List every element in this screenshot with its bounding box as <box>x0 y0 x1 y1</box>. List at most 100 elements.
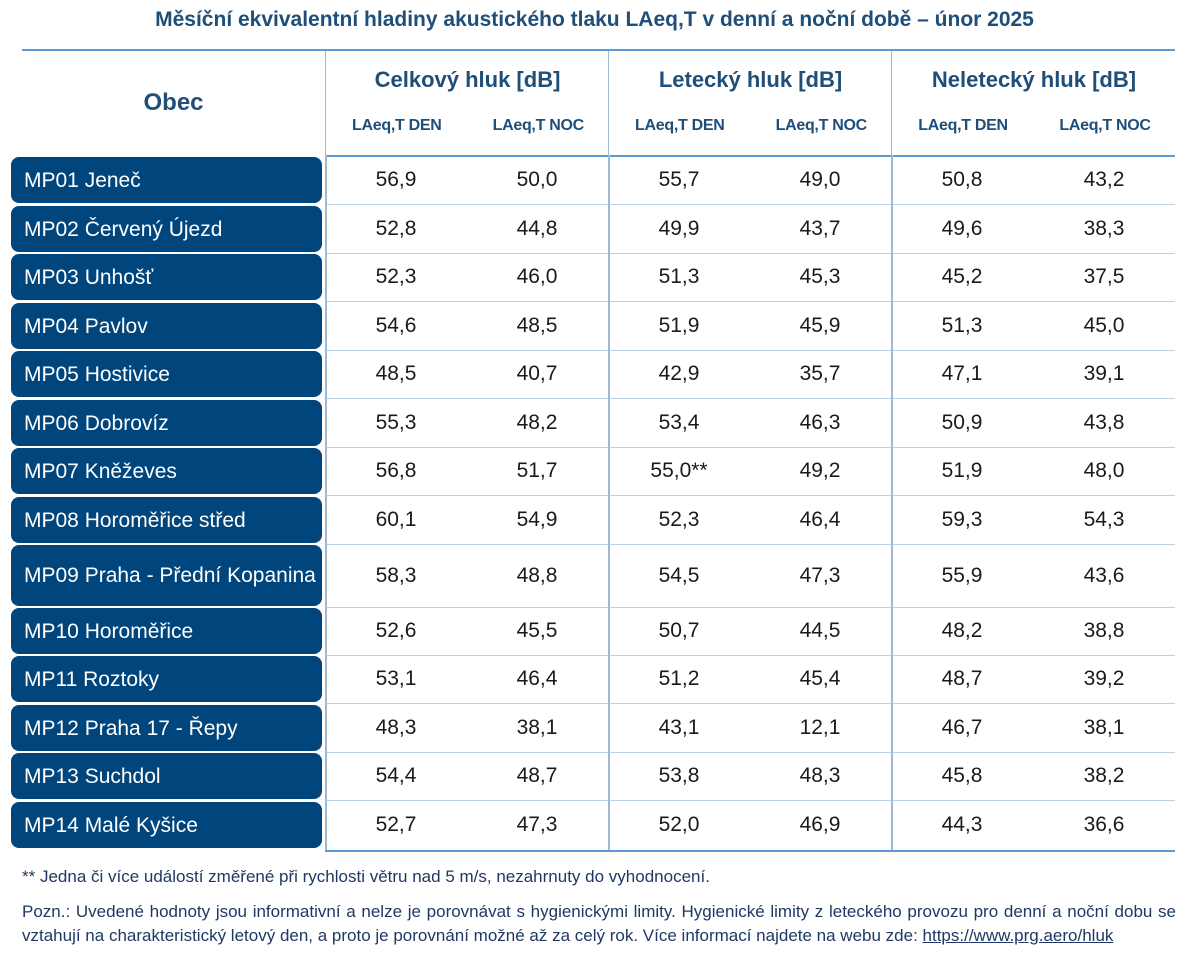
group-divider <box>891 800 893 850</box>
row-divider <box>325 655 1175 656</box>
group-divider <box>325 751 327 801</box>
value-cell: 42,9 <box>658 362 700 385</box>
station-name: MP06 Dobrovíz <box>11 400 322 446</box>
value-cell: 54,6 <box>375 314 417 337</box>
group-divider <box>325 204 327 254</box>
station-name: MP07 Kněževes <box>11 448 322 494</box>
value-cell: 48,0 <box>1083 459 1125 482</box>
value-cell: 51,3 <box>658 265 700 288</box>
value-cell: 38,2 <box>1083 764 1125 787</box>
group-divider <box>608 349 610 399</box>
group-header-celkovy: Celkový hluk [dB] LAeq,T DEN LAeq,T NOC <box>325 51 609 155</box>
table-row: MP04 Pavlov 54,6 48,5 51,9 45,9 51,3 45,0 <box>0 301 1189 351</box>
station-name: MP02 Červený Újezd <box>11 206 322 252</box>
station-name: MP01 Jeneč <box>11 157 322 203</box>
row-divider <box>325 253 1175 254</box>
subheader-noc: LAeq,T NOC <box>492 117 585 134</box>
group-divider <box>325 398 327 448</box>
group-divider <box>608 800 610 850</box>
station-name: MP09 Praha - Přední Kopanina <box>11 545 322 606</box>
group-divider <box>608 301 610 351</box>
row-divider <box>325 204 1175 205</box>
value-cell: 60,1 <box>375 508 417 531</box>
value-cell: 50,7 <box>658 619 700 642</box>
station-name: MP13 Suchdol <box>11 753 322 799</box>
value-cell: 43,2 <box>1083 168 1125 191</box>
value-cell: 45,4 <box>799 667 841 690</box>
value-cell: 39,1 <box>1083 362 1125 385</box>
table-bottom-divider <box>325 850 1175 852</box>
group-divider <box>608 495 610 545</box>
value-cell: 48,2 <box>516 411 558 434</box>
group-divider <box>325 543 327 608</box>
value-cell: 44,5 <box>799 619 841 642</box>
table-row: MP05 Hostivice 48,5 40,7 42,9 35,7 47,1 39,1 <box>0 349 1189 399</box>
table-row: MP12 Praha 17 - Řepy 48,3 38,1 43,1 12,1 46,7… <box>0 703 1189 753</box>
table-row: MP09 Praha - Přední Kopanina 58,3 48,8 54,5… <box>0 543 1189 608</box>
group-divider <box>608 252 610 302</box>
value-cell: 52,0 <box>658 813 700 836</box>
group-title: Letecký hluk [dB] <box>658 67 843 92</box>
value-cell: 43,8 <box>1083 411 1125 434</box>
value-cell: 55,7 <box>658 168 700 191</box>
group-divider <box>891 495 893 545</box>
group-divider <box>608 751 610 801</box>
value-cell: 37,5 <box>1083 265 1125 288</box>
pozn-note: Pozn.: Uvedené hodnoty jsou informativní… <box>22 900 1176 948</box>
value-cell: 38,1 <box>1083 716 1125 739</box>
group-divider <box>325 495 327 545</box>
group-divider <box>891 543 893 608</box>
value-cell: 52,6 <box>375 619 417 642</box>
page-title: Měsíční ekvivalentní hladiny akustického… <box>155 8 1034 31</box>
value-cell: 45,3 <box>799 265 841 288</box>
table-row: MP06 Dobrovíz 55,3 48,2 53,4 46,3 50,9 43,8 <box>0 398 1189 448</box>
value-cell: 46,7 <box>941 716 983 739</box>
value-cell: 59,3 <box>941 508 983 531</box>
table-row: MP10 Horoměřice 52,6 45,5 50,7 44,5 48,2 38,8 <box>0 606 1189 656</box>
value-cell: 38,8 <box>1083 619 1125 642</box>
pozn-text: Pozn.: Uvedené hodnoty jsou informativní… <box>22 902 1176 945</box>
table-row: MP13 Suchdol 54,4 48,7 53,8 48,3 45,8 38,2 <box>0 751 1189 801</box>
value-cell: 39,2 <box>1083 667 1125 690</box>
group-divider <box>608 398 610 448</box>
value-cell: 48,7 <box>941 667 983 690</box>
value-cell: 54,5 <box>658 563 700 587</box>
value-cell: 56,9 <box>375 168 417 191</box>
group-divider <box>608 606 610 656</box>
value-cell: 51,9 <box>941 459 983 482</box>
value-cell: 53,4 <box>658 411 700 434</box>
group-divider <box>325 155 327 205</box>
value-cell: 55,9 <box>941 563 983 587</box>
value-cell: 48,5 <box>516 314 558 337</box>
row-divider <box>325 800 1175 801</box>
value-cell: 45,0 <box>1083 314 1125 337</box>
value-cell: 46,0 <box>516 265 558 288</box>
subheader-den: LAeq,T DEN <box>352 117 442 134</box>
subheader-noc: LAeq,T NOC <box>775 117 868 134</box>
title-divider <box>22 49 1175 51</box>
group-title: Neletecký hluk [dB] <box>931 67 1137 92</box>
value-cell: 55,3 <box>375 411 417 434</box>
row-divider <box>325 544 1175 545</box>
row-divider <box>325 301 1175 302</box>
value-cell: 49,0 <box>799 168 841 191</box>
subheader-den: LAeq,T DEN <box>918 117 1008 134</box>
hluk-link[interactable]: https://www.prg.aero/hluk <box>922 926 1114 945</box>
station-name: MP12 Praha 17 - Řepy <box>11 705 322 751</box>
value-cell: 48,3 <box>799 764 841 787</box>
station-name: MP10 Horoměřice <box>11 608 322 654</box>
value-cell: 50,0 <box>516 168 558 191</box>
row-divider <box>325 703 1175 704</box>
value-cell: 43,1 <box>658 716 700 739</box>
group-divider <box>325 252 327 302</box>
value-cell: 12,1 <box>799 716 841 739</box>
group-divider <box>608 703 610 753</box>
table-row: MP03 Unhošť 52,3 46,0 51,3 45,3 45,2 37,5 <box>0 252 1189 302</box>
group-divider <box>891 252 893 302</box>
value-cell: 40,7 <box>516 362 558 385</box>
value-cell: 48,5 <box>375 362 417 385</box>
group-divider <box>891 751 893 801</box>
value-cell: 49,9 <box>658 217 700 240</box>
value-cell: 56,8 <box>375 459 417 482</box>
value-cell: 48,2 <box>941 619 983 642</box>
